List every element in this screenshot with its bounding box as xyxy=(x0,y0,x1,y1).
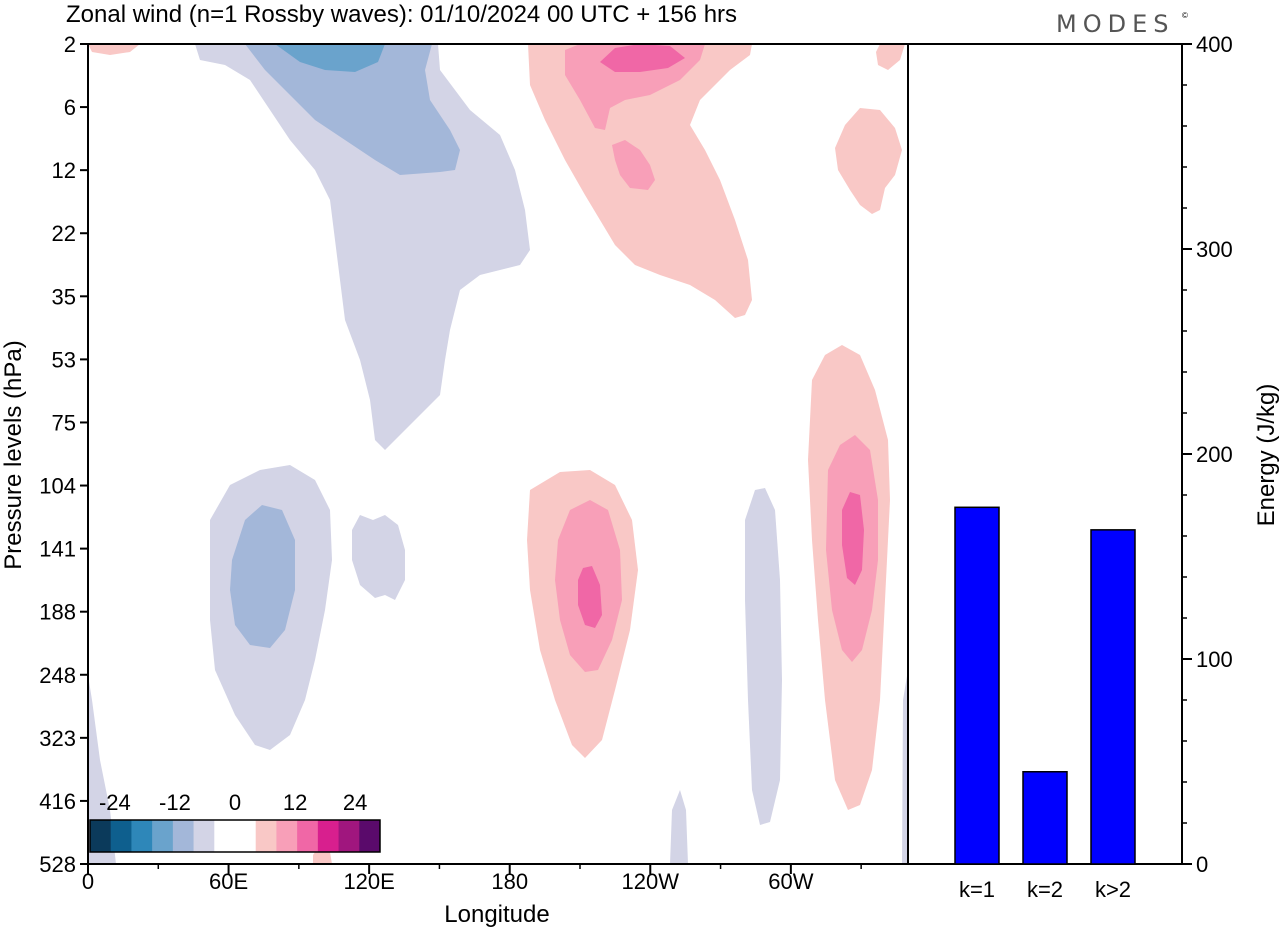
pressure-tick-label: 35 xyxy=(52,284,76,309)
energy-bar xyxy=(954,506,1000,865)
colorbar-swatch xyxy=(235,820,257,852)
colorbar-swatch xyxy=(172,820,195,852)
negative-anomaly-top-core xyxy=(275,44,385,72)
colorbar-swatch xyxy=(214,820,236,852)
contour-frame xyxy=(87,43,909,865)
pressure-tick-label: 104 xyxy=(39,474,76,499)
colorbar-tick-label: 12 xyxy=(283,790,307,815)
energy-tick-label: 300 xyxy=(1196,237,1233,262)
longitude-tick-label: 120W xyxy=(622,869,680,894)
negative-anomaly-west-core xyxy=(230,505,295,648)
colorbar-swatch xyxy=(152,820,174,852)
energy-bar-category-label: k=2 xyxy=(1027,877,1063,902)
negative-anomaly-left-edge xyxy=(88,675,116,864)
colorbar-swatch xyxy=(110,820,132,852)
energy-tick-label: 100 xyxy=(1196,647,1233,672)
energy-bar xyxy=(1022,771,1068,865)
contour-fields xyxy=(88,44,908,864)
negative-anomaly-small-lobe xyxy=(352,515,405,600)
pressure-tick-label: 528 xyxy=(39,852,76,877)
colorbar-swatch xyxy=(90,820,112,852)
pressure-tick-label: 6 xyxy=(64,95,76,120)
energy-tick-label: 0 xyxy=(1196,852,1208,877)
longitude-tick-label: 0 xyxy=(82,869,94,894)
colorbar-swatch xyxy=(193,820,215,852)
colorbar-tick-label: -24 xyxy=(99,790,131,815)
pressure-tick-label: 53 xyxy=(52,347,76,372)
negative-anomaly-right-edge xyxy=(902,670,908,864)
positive-anomaly-east-peak xyxy=(842,492,864,585)
chart-title: Zonal wind (n=1 Rossby waves): 01/10/202… xyxy=(66,1,737,28)
energy-tick-label: 400 xyxy=(1196,32,1233,57)
contour-panel: 2 6 12 22 35 53 75 104 141 188 248 323 416 528 Pressu… xyxy=(0,32,909,928)
pressure-tick-label: 188 xyxy=(39,600,76,625)
longitude-tick-label: 120E xyxy=(343,869,394,894)
longitude-axis: 0 60E 120E 180 120W 60W xyxy=(82,864,862,894)
colorbar-tick-label: 0 xyxy=(229,790,241,815)
pressure-tick-label: 12 xyxy=(52,158,76,183)
positive-anomaly-top-right-speck xyxy=(876,44,905,70)
longitude-tick-label: 180 xyxy=(491,869,528,894)
pressure-tick-label: 141 xyxy=(39,537,76,562)
colorbar: -24 -12 0 12 24 xyxy=(89,790,381,853)
pressure-tick-label: 323 xyxy=(39,726,76,751)
energy-bars: k=1 k=2 k>2 xyxy=(954,506,1136,902)
pressure-tick-label: 22 xyxy=(52,221,76,246)
colorbar-swatch xyxy=(359,820,381,852)
positive-anomaly-upper-peak xyxy=(600,44,685,72)
energy-bar-category-label: k=1 xyxy=(959,877,995,902)
energy-bar xyxy=(1090,529,1136,865)
energy-tick-label: 200 xyxy=(1196,442,1233,467)
y-axis-label: Pressure levels (hPa) xyxy=(0,340,27,569)
energy-bar-panel: k=1 k=2 k>2 0 100 200 300 400 Energy (J/kg) xyxy=(908,32,1280,902)
energy-axis-label: Energy (J/kg) xyxy=(1253,384,1280,527)
pressure-tick-label: 75 xyxy=(52,410,76,435)
x-axis-label: Longitude xyxy=(444,901,549,928)
positive-anomaly-upper-left-speck xyxy=(88,44,140,55)
pressure-tick-label: 2 xyxy=(64,32,76,57)
pressure-axis: 2 6 12 22 35 53 75 104 141 188 248 323 416 528 xyxy=(39,32,88,877)
colorbar-swatch xyxy=(317,820,340,852)
colorbar-swatch xyxy=(131,820,153,852)
longitude-tick-label: 60W xyxy=(768,869,813,894)
brand-logo: MODES xyxy=(1056,10,1174,38)
colorbar-tick-label: -12 xyxy=(159,790,191,815)
energy-bar-category-label: k>2 xyxy=(1095,877,1131,902)
colorbar-swatch xyxy=(297,820,319,852)
positive-anomaly-mid-peak xyxy=(578,566,602,628)
brand-copyright-mark: © xyxy=(1182,11,1188,20)
energy-axis: 0 100 200 300 400 xyxy=(1182,32,1233,877)
colorbar-frame xyxy=(89,819,381,853)
negative-anomaly-upper-mid xyxy=(245,44,460,175)
pressure-tick-label: 248 xyxy=(39,663,76,688)
pressure-tick-label: 416 xyxy=(39,789,76,814)
colorbar-swatch xyxy=(338,820,360,852)
colorbar-swatch xyxy=(255,820,277,852)
longitude-tick-label: 60E xyxy=(209,869,248,894)
negative-anomaly-thin-streak xyxy=(670,790,688,864)
positive-anomaly-upper-right-blob xyxy=(835,108,902,214)
positive-anomaly-upper-specks xyxy=(612,140,655,190)
colorbar-tick-label: 24 xyxy=(343,790,367,815)
colorbar-swatch xyxy=(276,820,298,852)
negative-anomaly-east-lobe xyxy=(745,488,782,825)
